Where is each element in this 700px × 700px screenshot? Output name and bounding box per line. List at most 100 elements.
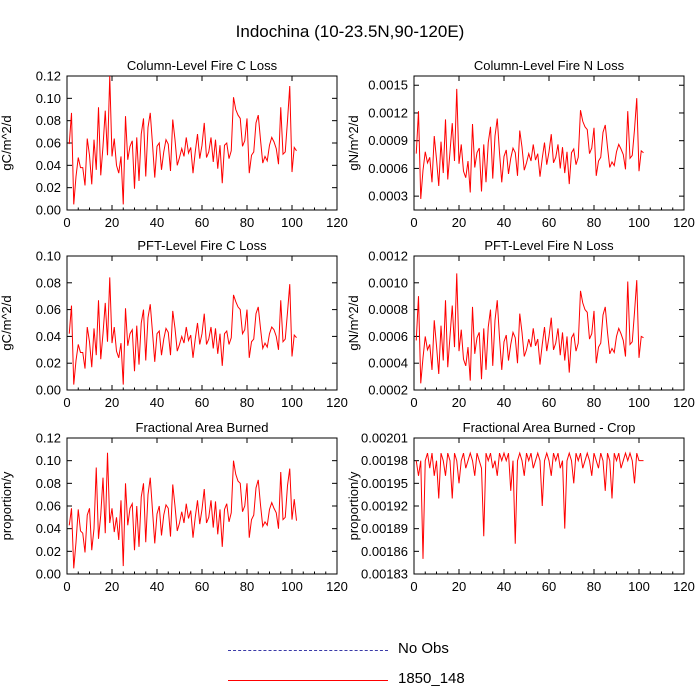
y-tick-label: 0.0012	[368, 105, 408, 120]
y-tick-label: 0.06	[36, 499, 61, 514]
y-tick-label: 0.04	[36, 158, 61, 173]
chart-panel-2: Column-Level Fire N Loss gN/m^2/d 0 20 40 60 8…	[346, 58, 695, 230]
panel-title: PFT-Level Fire N Loss	[484, 238, 614, 253]
chart-panel-4: PFT-Level Fire N Loss gN/m^2/d 0 20 40 60 80 10…	[346, 238, 695, 410]
y-axis-label: gN/m^2/d	[346, 115, 361, 170]
y-tick-label: 0.00201	[361, 431, 408, 446]
x-tick-label: 60	[195, 395, 209, 410]
legend-swatch-no-obs	[228, 650, 388, 651]
x-tick-label: 20	[105, 215, 119, 230]
y-tick-label: 0.06	[36, 136, 61, 151]
series-line-1850-148	[415, 273, 644, 384]
x-tick-label: 0	[63, 215, 70, 230]
y-tick-label: 0.0008	[368, 302, 408, 317]
y-tick-label: 0.0009	[368, 133, 408, 148]
x-tick-label: 80	[587, 579, 601, 594]
chart-panel-5: Fractional Area Burned proportion/y 0 20 40 6…	[0, 420, 348, 594]
x-tick-label: 60	[195, 215, 209, 230]
y-tick-label: 0.0012	[368, 249, 408, 264]
x-tick-label: 0	[410, 215, 417, 230]
y-tick-label: 0.0002	[368, 383, 408, 398]
plot-frame	[413, 255, 685, 391]
y-tick-label: 0.08	[36, 275, 61, 290]
y-tick-label: 0.00	[36, 567, 61, 582]
x-tick-label: 80	[240, 215, 254, 230]
x-tick-label: 120	[326, 395, 348, 410]
y-tick-label: 0.12	[36, 69, 61, 84]
x-tick-label: 80	[240, 395, 254, 410]
chart-panel-1: Column-Level Fire C Loss gC/m^2/d 0 20 40 60 8…	[0, 58, 348, 230]
x-tick-label: 20	[452, 215, 466, 230]
y-tick-label: 0.00186	[361, 544, 408, 559]
y-tick-label: 0.0006	[368, 329, 408, 344]
legend-label-1850-148: 1850_148	[398, 670, 465, 687]
y-tick-label: 0.10	[36, 249, 61, 264]
x-tick-label: 0	[63, 395, 70, 410]
legend-swatch-1850-148	[228, 680, 388, 681]
x-tick-label: 60	[542, 579, 556, 594]
y-tick-label: 0.00198	[361, 453, 408, 468]
legend-label-no-obs: No Obs	[398, 640, 449, 657]
y-tick-label: 0.08	[36, 476, 61, 491]
x-tick-label: 100	[281, 395, 303, 410]
y-tick-label: 0.06	[36, 302, 61, 317]
plot-frame	[413, 75, 685, 211]
x-tick-label: 0	[63, 579, 70, 594]
chart-panel-3: PFT-Level Fire C Loss gC/m^2/d 0 20 40 60 80 10…	[0, 238, 348, 410]
x-tick-label: 0	[410, 395, 417, 410]
panel-title: PFT-Level Fire C Loss	[137, 238, 267, 253]
x-tick-label: 20	[105, 579, 119, 594]
x-tick-label: 100	[281, 215, 303, 230]
x-tick-label: 100	[628, 395, 650, 410]
x-tick-label: 40	[150, 579, 164, 594]
y-tick-label: 0.0003	[368, 189, 408, 204]
y-tick-label: 0.04	[36, 521, 61, 536]
y-axis-label: proportion/y	[346, 471, 361, 540]
x-tick-label: 100	[281, 579, 303, 594]
x-tick-label: 100	[628, 579, 650, 594]
x-tick-label: 120	[673, 215, 695, 230]
series-line-1850-148	[68, 277, 297, 385]
x-tick-label: 80	[587, 215, 601, 230]
x-tick-label: 80	[587, 395, 601, 410]
panel-title: Column-Level Fire C Loss	[127, 58, 278, 73]
y-tick-label: 0.12	[36, 431, 61, 446]
x-tick-label: 60	[542, 395, 556, 410]
y-tick-label: 0.02	[36, 544, 61, 559]
series-line-1850-148	[68, 452, 297, 569]
x-tick-label: 60	[195, 579, 209, 594]
panel-title: Fractional Area Burned - Crop	[463, 420, 636, 435]
y-axis-label: gC/m^2/d	[0, 115, 14, 170]
x-tick-label: 20	[105, 395, 119, 410]
y-axis-label: proportion/y	[0, 471, 14, 540]
x-tick-label: 120	[326, 215, 348, 230]
x-tick-label: 120	[673, 579, 695, 594]
y-axis-label: gC/m^2/d	[0, 295, 14, 350]
x-tick-label: 100	[628, 215, 650, 230]
x-tick-label: 40	[150, 395, 164, 410]
x-tick-label: 120	[326, 579, 348, 594]
y-tick-label: 0.08	[36, 113, 61, 128]
y-tick-label: 0.04	[36, 329, 61, 344]
y-tick-label: 0.0010	[368, 275, 408, 290]
x-tick-label: 40	[150, 215, 164, 230]
x-tick-label: 20	[452, 395, 466, 410]
y-tick-label: 0.0004	[368, 356, 408, 371]
y-tick-label: 0.00	[36, 203, 61, 218]
x-tick-label: 20	[452, 579, 466, 594]
panel-title: Fractional Area Burned	[136, 420, 269, 435]
x-tick-label: 40	[497, 579, 511, 594]
series-line-1850-148	[68, 75, 297, 205]
chart-panel-6: Fractional Area Burned - Crop proportion/…	[346, 420, 695, 594]
panel-title: Column-Level Fire N Loss	[474, 58, 625, 73]
x-tick-label: 60	[542, 215, 556, 230]
x-tick-label: 0	[410, 579, 417, 594]
series-line-1850-148	[415, 451, 644, 559]
x-tick-label: 40	[497, 395, 511, 410]
y-tick-label: 0.00192	[361, 499, 408, 514]
x-tick-label: 80	[240, 579, 254, 594]
y-tick-label: 0.0006	[368, 161, 408, 176]
y-tick-label: 0.02	[36, 180, 61, 195]
figure-title: Indochina (10-23.5N,90-120E)	[235, 22, 465, 41]
